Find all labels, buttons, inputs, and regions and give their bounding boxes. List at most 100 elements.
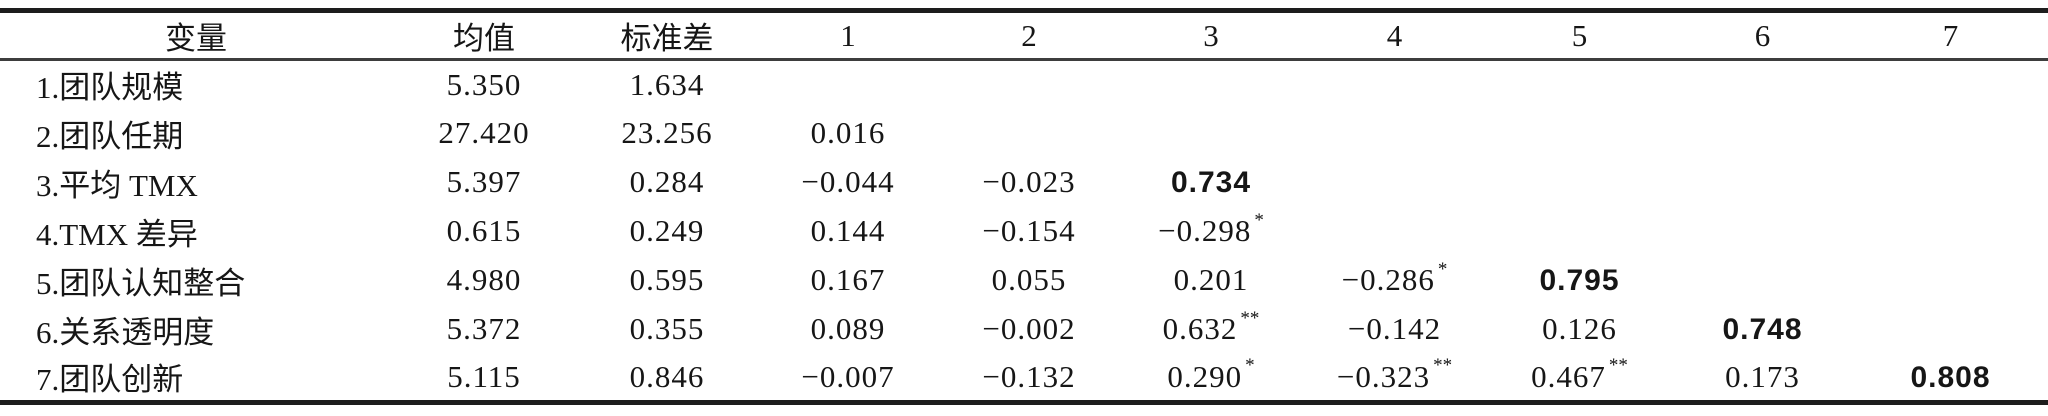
table-row: 4.TMX 差异 0.615 0.249 0.144 −0.154 −0.298 *	[0, 207, 2048, 256]
significance-marker: **	[1608, 355, 1628, 377]
correlation-value: 0.290 *	[1167, 355, 1255, 394]
empty-cell	[1853, 256, 2048, 305]
empty-cell	[1487, 109, 1672, 158]
empty-cell	[1853, 60, 2048, 109]
correlation-value: −0.323 **	[1336, 355, 1453, 394]
diagonal-reliability-value: 0.808	[1853, 354, 2048, 403]
empty-cell	[1302, 109, 1487, 158]
correlation-value: 0.055	[991, 262, 1067, 297]
empty-cell	[1672, 158, 1853, 207]
significance-marker: *	[1254, 209, 1264, 231]
empty-cell	[1853, 158, 2048, 207]
empty-cell	[758, 60, 938, 109]
empty-cell	[1302, 207, 1487, 256]
diagonal-reliability-value: 0.795	[1487, 256, 1672, 305]
row-label: 7.团队创新	[36, 362, 184, 398]
correlation-value: −0.298 *	[1158, 209, 1264, 248]
correlation-value: −0.002	[982, 311, 1076, 346]
sd-value: 0.355	[629, 311, 705, 346]
correlation-value: 0.173	[1725, 358, 1800, 394]
mean-value: 5.350	[446, 66, 522, 102]
bold-diagonal-number: 0.734	[1170, 166, 1252, 199]
correlation-value: −0.154	[982, 213, 1076, 248]
correlation-value: 0.016	[810, 115, 886, 150]
diagonal-reliability-value: 0.748	[1672, 305, 1853, 354]
mean-value: 0.615	[446, 213, 522, 248]
correlation-value: −0.007	[801, 358, 895, 394]
mean-value: 4.980	[446, 262, 522, 297]
column-header-4: 4	[1386, 17, 1403, 53]
mean-value: 5.372	[446, 311, 522, 346]
column-header-variable: 变量	[165, 21, 227, 56]
empty-cell	[1672, 207, 1853, 256]
empty-cell	[1487, 60, 1672, 109]
correlation-value: −0.142	[1347, 311, 1442, 346]
empty-cell	[1302, 158, 1487, 207]
column-header-1: 1	[840, 17, 856, 53]
significance-marker: *	[1437, 258, 1448, 280]
correlation-value: 0.144	[810, 213, 886, 248]
mean-value: 5.397	[446, 164, 522, 199]
row-label: 6.关系透明度	[36, 314, 215, 350]
table-row: 5.团队认知整合 4.980 0.595 0.167 0.055 0.201 −0.286 *…	[0, 256, 2048, 305]
sd-value: 0.595	[629, 262, 705, 297]
empty-cell	[1302, 60, 1487, 109]
significance-marker: *	[1245, 355, 1255, 377]
bold-diagonal-number: 0.808	[1910, 360, 1991, 394]
column-header-2: 2	[1021, 17, 1037, 53]
empty-cell	[1672, 109, 1853, 158]
diagonal-reliability-value: 0.734	[1120, 158, 1302, 207]
sd-value: 1.634	[629, 66, 705, 102]
column-header-sd: 标准差	[620, 21, 714, 56]
empty-cell	[1853, 109, 2048, 158]
mean-value: 5.115	[447, 358, 521, 394]
column-header-3: 3	[1203, 17, 1219, 53]
correlation-value: 0.201	[1173, 262, 1249, 297]
row-label: 1.团队规模	[36, 70, 184, 106]
empty-cell	[938, 60, 1120, 109]
row-label: 3.平均 TMX	[36, 167, 198, 203]
column-header-mean: 均值	[453, 21, 515, 56]
sd-value: 0.249	[629, 213, 705, 248]
table-body: 1.团队规模 5.350 1.634 2.团队任期 27.420 23.256 0.016 3…	[0, 60, 2048, 403]
bold-diagonal-number: 0.748	[1722, 313, 1803, 346]
empty-cell	[1672, 60, 1853, 109]
correlation-value: 0.089	[810, 311, 886, 346]
correlation-value: 0.126	[1542, 311, 1617, 346]
mean-value: 27.420	[438, 115, 530, 150]
empty-cell	[1672, 256, 1853, 305]
correlation-value: −0.286 *	[1341, 258, 1448, 297]
column-header-6: 6	[1754, 17, 1771, 53]
correlation-value: 0.632 **	[1162, 307, 1260, 346]
row-label: 4.TMX 差异	[36, 216, 198, 252]
empty-cell	[938, 109, 1120, 158]
empty-cell	[1120, 109, 1302, 158]
sd-value: 23.256	[621, 115, 713, 150]
empty-cell	[1853, 207, 2048, 256]
bold-diagonal-number: 0.795	[1539, 264, 1620, 297]
table-row: 7.团队创新 5.115 0.846 −0.007 −0.132 0.290 * −0.323…	[0, 354, 2048, 403]
table-row: 6.关系透明度 5.372 0.355 0.089 −0.002 0.632 ** −0.14…	[0, 305, 2048, 354]
column-header-7: 7	[1942, 17, 1959, 53]
row-label: 2.团队任期	[36, 118, 184, 154]
row-label: 5.团队认知整合	[36, 265, 246, 301]
significance-marker: **	[1433, 355, 1453, 377]
sd-value: 0.846	[629, 358, 705, 394]
sd-value: 0.284	[629, 164, 705, 199]
table-header-row: 变量 均值 标准差 1 2 3 4 5 6 7	[0, 11, 2048, 60]
correlation-value: 0.467 **	[1531, 355, 1628, 394]
correlation-value: 0.167	[810, 262, 886, 297]
correlation-value: −0.044	[801, 164, 895, 199]
column-header-5: 5	[1571, 17, 1588, 53]
table-row: 2.团队任期 27.420 23.256 0.016	[0, 109, 2048, 158]
table-row: 1.团队规模 5.350 1.634	[0, 60, 2048, 109]
correlation-table: 变量 均值 标准差 1 2 3 4 5 6 7 1.团队规模 5.350 1.634 2.团队任期 27.…	[0, 8, 2048, 405]
significance-marker: **	[1240, 307, 1260, 329]
correlation-value: −0.023	[982, 164, 1076, 199]
empty-cell	[1487, 207, 1672, 256]
empty-cell	[1120, 60, 1302, 109]
correlation-value: −0.132	[982, 358, 1076, 394]
table-row: 3.平均 TMX 5.397 0.284 −0.044 −0.023 0.734	[0, 158, 2048, 207]
empty-cell	[1487, 158, 1672, 207]
